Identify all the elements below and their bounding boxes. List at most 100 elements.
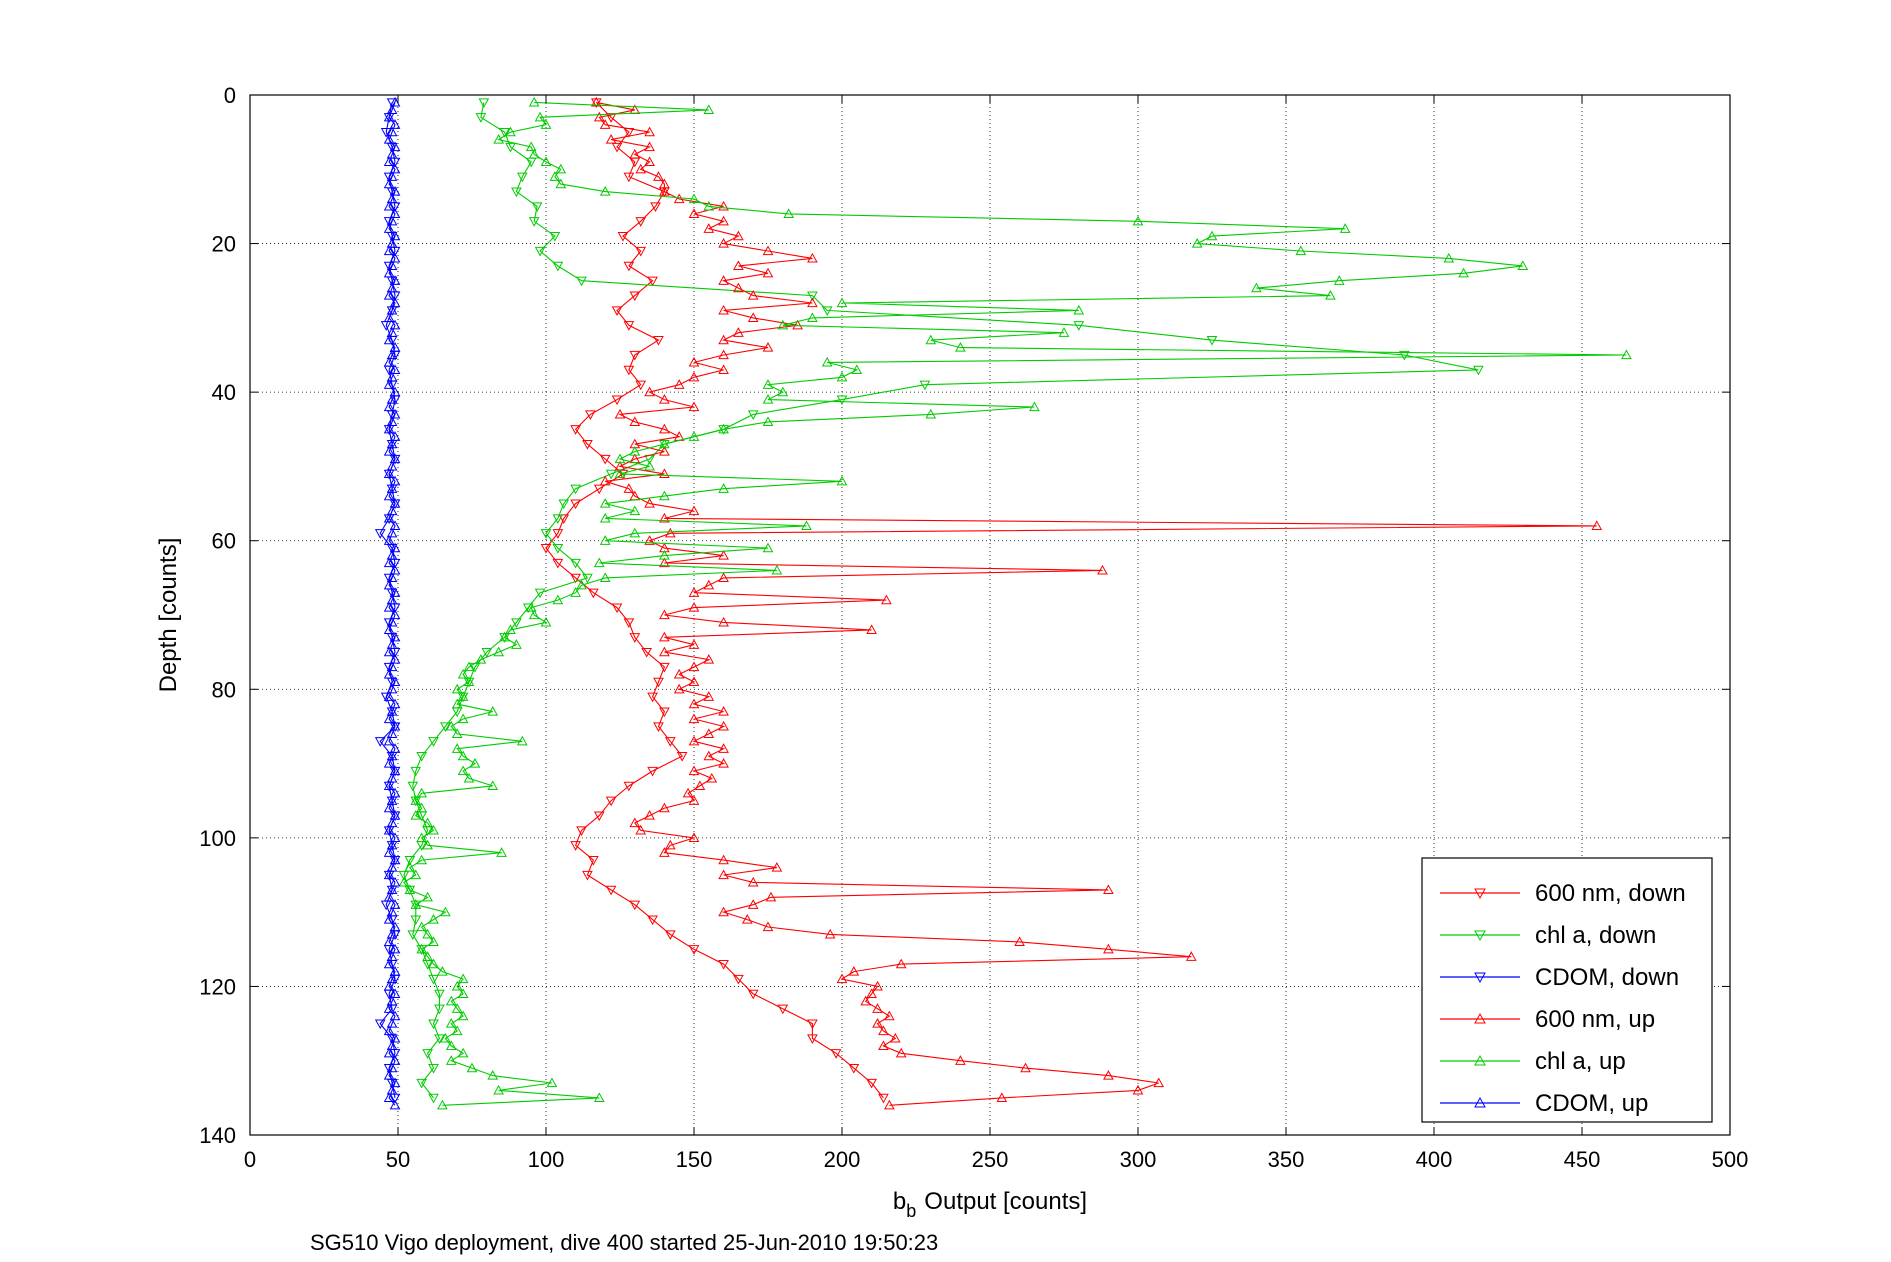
- data-point: [629, 900, 641, 911]
- data-point: [629, 817, 641, 828]
- data-point: [1020, 1062, 1031, 1073]
- data-point: [644, 498, 655, 508]
- data-point: [718, 423, 729, 434]
- data-point: [590, 96, 602, 107]
- data-point: [762, 394, 774, 404]
- data-point: [389, 1099, 401, 1110]
- data-point: [703, 200, 715, 211]
- series-line: [545, 102, 884, 1099]
- data-point: [570, 484, 581, 495]
- legend-marker: [1474, 1096, 1486, 1108]
- data-point: [884, 1010, 895, 1021]
- data-point: [629, 505, 641, 516]
- data-point: [389, 520, 401, 530]
- data-point: [422, 817, 433, 828]
- legend-marker: [1474, 972, 1486, 984]
- data-point: [475, 113, 487, 123]
- data-point: [673, 668, 685, 679]
- data-point: [653, 722, 664, 732]
- data-point: [389, 609, 401, 620]
- data-point: [682, 787, 694, 798]
- data-point: [673, 379, 685, 389]
- data-point: [623, 365, 635, 376]
- data-point: [389, 498, 401, 508]
- data-point: [996, 1092, 1008, 1102]
- x-tick-label: 500: [1712, 1147, 1749, 1172]
- legend-item: 600 nm, up: [1440, 1006, 1655, 1033]
- data-point: [629, 527, 641, 538]
- data-point: [552, 594, 564, 605]
- data-point: [558, 514, 570, 524]
- data-point: [386, 795, 398, 805]
- data-point: [593, 557, 605, 568]
- data-point: [389, 743, 401, 753]
- data-point: [386, 862, 398, 872]
- data-point: [1399, 350, 1410, 361]
- data-point: [386, 661, 398, 672]
- data-point: [718, 743, 729, 753]
- data-point: [807, 1034, 818, 1044]
- data-point: [688, 735, 700, 746]
- data-point: [1103, 943, 1114, 954]
- data-point: [629, 416, 641, 426]
- series-600-nm-up: [590, 96, 1603, 1110]
- data-point: [383, 691, 395, 701]
- data-point: [389, 1077, 401, 1088]
- data-point: [570, 587, 581, 597]
- data-point: [386, 1018, 398, 1028]
- data-point: [1621, 349, 1632, 360]
- data-point: [694, 780, 706, 790]
- data-point: [410, 766, 422, 777]
- data-point: [383, 936, 395, 946]
- data-point: [457, 713, 469, 724]
- data-point: [733, 327, 744, 337]
- data-point: [664, 930, 676, 940]
- x-tick-label: 300: [1120, 1147, 1157, 1172]
- data-point: [386, 505, 398, 516]
- data-point: [706, 772, 718, 783]
- data-point: [644, 386, 655, 397]
- data-point: [445, 995, 457, 1006]
- series-line: [403, 102, 1479, 1099]
- data-point: [386, 483, 398, 493]
- data-point: [389, 208, 401, 218]
- data-point: [451, 698, 463, 709]
- data-point: [534, 588, 546, 599]
- data-point: [383, 468, 395, 478]
- data-point: [410, 795, 422, 805]
- data-point: [718, 758, 729, 768]
- data-point: [386, 928, 398, 939]
- data-point: [383, 223, 395, 233]
- data-point: [416, 921, 428, 932]
- data-point: [451, 728, 463, 738]
- data-point: [1333, 275, 1345, 285]
- x-axis-title-prefix: b: [893, 1188, 906, 1215]
- data-point: [889, 1032, 901, 1043]
- data-point: [623, 261, 635, 272]
- data-point: [389, 275, 401, 285]
- data-point: [611, 603, 623, 614]
- data-point: [955, 342, 966, 352]
- data-point: [570, 841, 581, 851]
- data-point: [718, 706, 729, 716]
- data-point: [416, 1078, 428, 1089]
- data-point: [389, 810, 401, 820]
- data-point: [389, 1032, 401, 1043]
- data-point: [611, 142, 623, 153]
- data-point: [647, 276, 658, 287]
- x-tick-label: 450: [1564, 1147, 1601, 1172]
- data-point: [528, 96, 540, 107]
- data-point: [383, 111, 395, 122]
- data-point: [688, 356, 700, 367]
- data-point: [659, 646, 670, 657]
- data-point: [383, 980, 395, 991]
- data-point: [635, 246, 647, 257]
- data-point: [747, 312, 759, 322]
- data-point: [552, 261, 564, 272]
- data-point: [605, 134, 617, 144]
- data-point: [386, 215, 398, 226]
- data-point: [664, 737, 676, 747]
- x-tick-label: 250: [972, 1147, 1009, 1172]
- data-point: [629, 350, 641, 361]
- data-point: [389, 386, 401, 397]
